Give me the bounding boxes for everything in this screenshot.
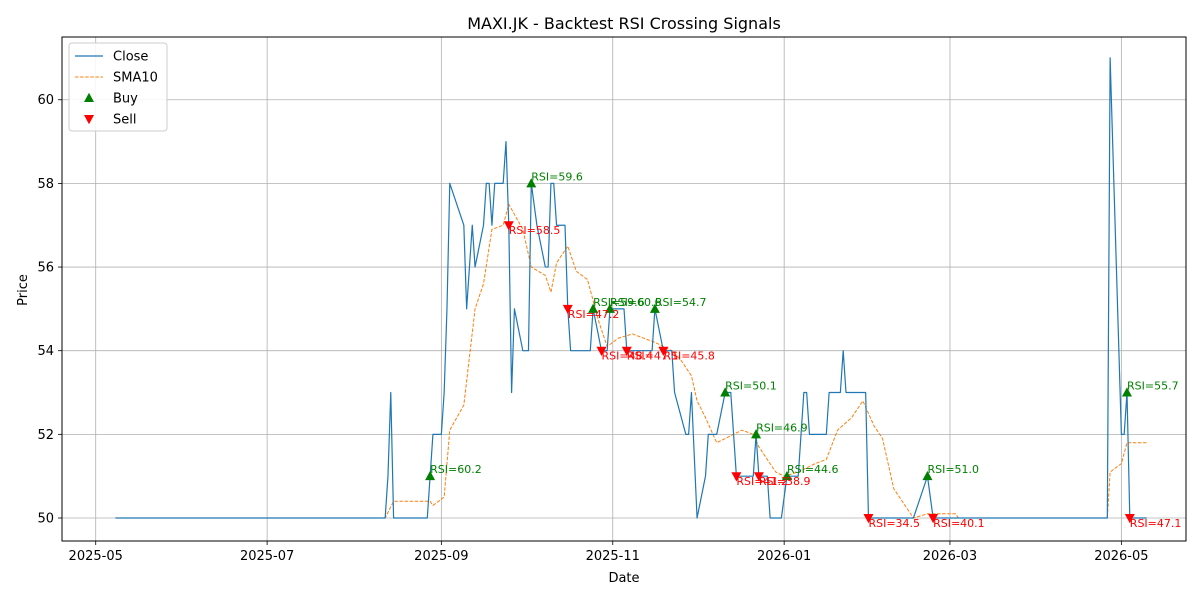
y-axis: 50 52 54 56 58 60: [37, 93, 62, 526]
x-tick-label: 2026-05: [1094, 549, 1148, 564]
x-tick-label: 2025-09: [414, 549, 468, 564]
x-axis-title: Date: [608, 571, 639, 586]
plot-frame: [61, 36, 1187, 542]
x-tick-label: 2026-03: [923, 549, 977, 564]
sell-marker: [731, 472, 742, 482]
buy-rsi-label: RSI=50.1: [725, 380, 777, 393]
sell-marker: [863, 514, 874, 524]
buy-rsi-label: RSI=51.0: [927, 463, 979, 476]
x-tick-label: 2025-07: [240, 549, 294, 564]
sell-rsi-label: RSI=41.2: [736, 475, 788, 488]
legend-swatch: [84, 92, 94, 102]
buy-marker: [526, 178, 537, 188]
sell-marker: [928, 514, 939, 524]
x-tick-label: 2025-11: [586, 549, 640, 564]
chart-title: MAXI.JK - Backtest RSI Crossing Signals: [467, 14, 781, 33]
sell-marker: [562, 304, 573, 315]
sell-rsi-label: RSI=40.1: [933, 517, 985, 530]
x-tick-label: 2025-05: [69, 549, 123, 564]
buy-rsi-label: RSI=60.6: [610, 296, 662, 309]
sell-rsi-label: RSI=38.9: [759, 475, 811, 488]
sma10-series: [154, 203, 1147, 519]
y-tick-label: 60: [37, 93, 54, 108]
buy-rsi-label: RSI=44.6: [787, 463, 839, 476]
buy-rsi-label: RSI=59.6: [593, 296, 645, 309]
legend-label: Sell: [113, 113, 136, 128]
buy-rsi-label: RSI=55.7: [1127, 380, 1179, 393]
legend: Close SMA10 Buy Sell: [68, 42, 168, 132]
sell-rsi-label: RSI=47.2: [568, 308, 620, 321]
sell-marker: [596, 346, 607, 356]
buy-marker: [781, 470, 792, 481]
sell-marker: [753, 472, 764, 482]
sell-rsi-label: RSI=45.8: [663, 350, 715, 363]
y-tick-label: 56: [37, 261, 54, 276]
y-tick-label: 58: [37, 177, 54, 192]
legend-label: Buy: [113, 92, 138, 107]
y-tick-label: 50: [37, 511, 54, 526]
grid-lines: [62, 37, 1186, 541]
x-axis: 2025-05 2025-07 2025-09 2025-11 2026-01 2026-…: [69, 541, 1149, 564]
plot-area: [62, 37, 1186, 541]
sell-rsi-label: RSI=58.5: [509, 224, 561, 237]
buy-rsi-label: RSI=54.7: [655, 296, 707, 309]
legend-box: [68, 42, 168, 132]
buy-marker: [604, 303, 615, 313]
buy-marker: [751, 429, 762, 439]
buy-rsi-label: RSI=46.9: [756, 421, 808, 434]
sell-marker: [658, 346, 669, 356]
signal-annotations: RSI=60.2RSI=59.6RSI=59.6RSI=60.6RSI=54.7…: [430, 170, 1181, 530]
sell-rsi-label: RSI=47.1: [1130, 517, 1182, 530]
y-axis-title: Price: [16, 274, 31, 306]
y-tick-label: 52: [37, 428, 54, 443]
buy-marker: [1121, 387, 1132, 397]
sell-marker: [503, 221, 514, 231]
sell-marker: [1124, 514, 1135, 524]
buy-marker: [720, 387, 731, 397]
buy-marker: [588, 303, 599, 313]
x-tick-label: 2026-01: [757, 549, 811, 564]
buy-marker: [922, 470, 933, 481]
y-tick-label: 54: [37, 344, 54, 359]
buy-marker: [425, 470, 436, 481]
buy-marker: [649, 303, 660, 313]
sell-marker: [621, 346, 632, 356]
sma10-line: [154, 203, 1147, 519]
signal-markers: [425, 178, 1135, 524]
buy-rsi-label: RSI=59.6: [531, 170, 583, 183]
legend-swatch: [84, 115, 94, 125]
legend-label: SMA10: [113, 71, 158, 86]
sell-rsi-label: RSI=34.5: [868, 517, 920, 530]
sell-rsi-label: RSI=48.4: [602, 350, 654, 363]
buy-rsi-label: RSI=60.2: [430, 463, 482, 476]
sell-rsi-label: RSI=47.1: [627, 350, 679, 363]
legend-label: Close: [113, 50, 148, 65]
